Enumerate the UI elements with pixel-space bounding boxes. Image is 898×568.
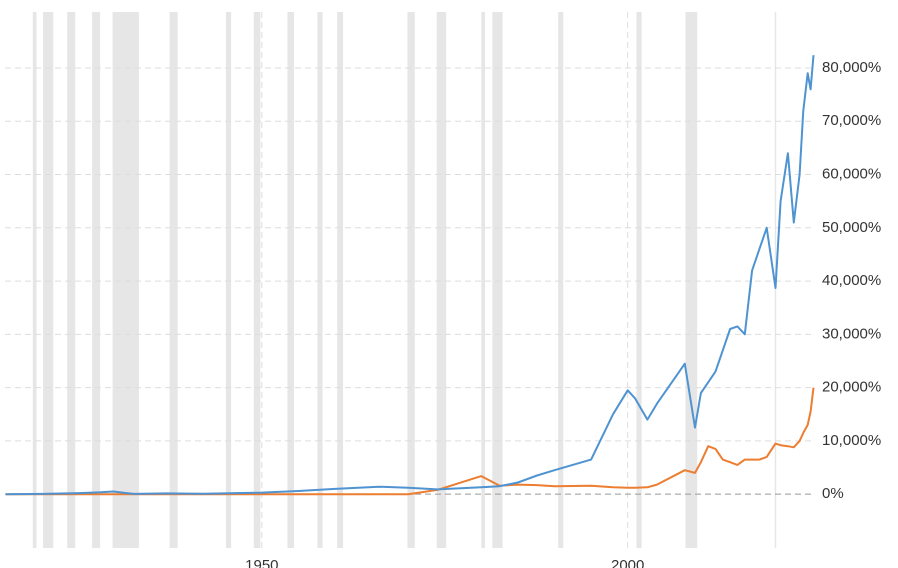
y-tick-label: 10,000% [822,432,881,449]
recession-band [481,12,485,548]
recession-band [112,12,139,548]
recession-band [636,12,642,548]
x-tick-label: 2000 [611,557,644,568]
recession-band [407,12,415,548]
recession-band [317,12,323,548]
y-tick-label: 50,000% [822,219,881,236]
y-tick-label: 80,000% [822,59,881,76]
y-tick-label: 60,000% [822,165,881,182]
recession-band [685,12,698,548]
recession-band [67,12,76,548]
recession-band [492,12,503,548]
y-tick-label: 70,000% [822,112,881,129]
recession-band [287,12,295,548]
y-tick-label: 30,000% [822,325,881,342]
recession-band [92,12,101,548]
x-tick-label: 1950 [245,557,278,568]
recession-band [253,12,261,548]
recession-band [436,12,447,548]
recession-band [225,12,232,548]
recession-band [169,12,178,548]
recession-band [558,12,564,548]
y-tick-label: 20,000% [822,379,881,396]
recession-band [43,12,54,548]
recession-band [337,12,344,548]
series-line [5,55,815,496]
y-tick-label: 0% [822,485,844,502]
y-tick-label: 40,000% [822,272,881,289]
series-line [5,387,815,496]
recession-band [32,12,37,548]
